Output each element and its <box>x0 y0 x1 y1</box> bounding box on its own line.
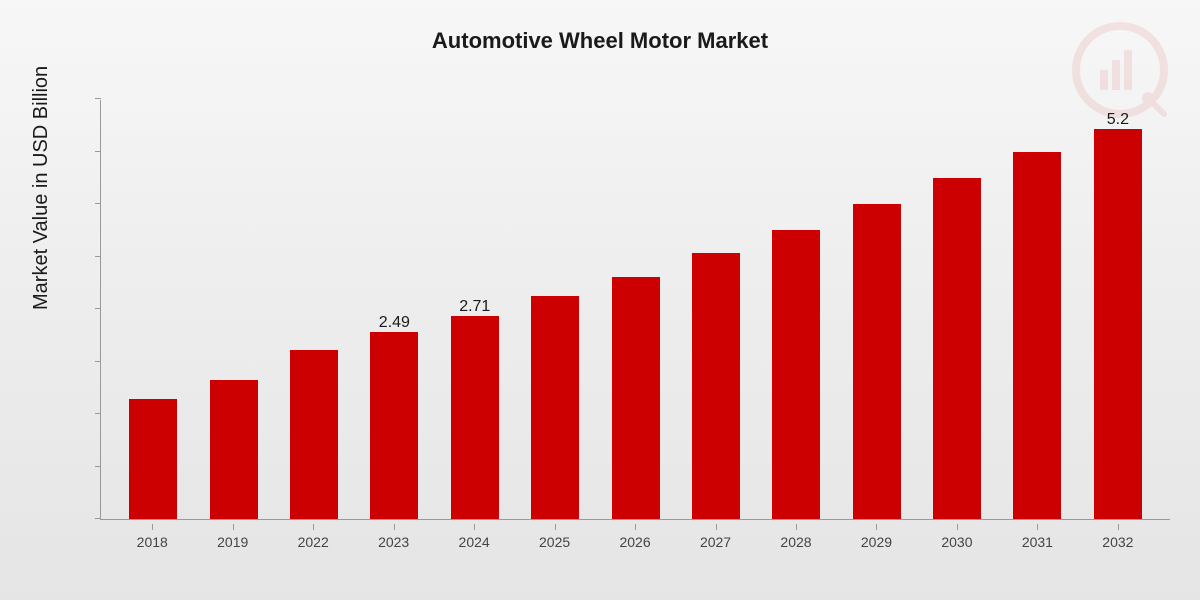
bar-slot: 5.2 <box>1078 129 1158 519</box>
bar-slot <box>274 350 354 519</box>
x-axis-label: 2027 <box>675 524 755 560</box>
x-axis-label: 2031 <box>997 524 1077 560</box>
x-labels: 2018201920222023202420252026202720282029… <box>100 524 1170 560</box>
chart-title: Automotive Wheel Motor Market <box>0 0 1200 54</box>
x-axis-label: 2029 <box>836 524 916 560</box>
bar-slot <box>515 296 595 519</box>
bar-slot <box>113 399 193 519</box>
x-axis-label: 2025 <box>514 524 594 560</box>
bar-slot <box>837 204 917 519</box>
bar <box>1094 129 1142 519</box>
bar-slot <box>917 178 997 519</box>
bar-value-label: 2.49 <box>354 314 434 332</box>
bar <box>692 253 740 519</box>
bar <box>370 332 418 519</box>
bar <box>531 296 579 519</box>
bar-slot <box>595 277 675 519</box>
bar-slot <box>676 253 756 519</box>
bar <box>129 399 177 519</box>
x-axis-label: 2030 <box>917 524 997 560</box>
bar <box>853 204 901 519</box>
bars-container: 2.492.71 5.2 <box>101 100 1170 519</box>
x-axis-label: 2019 <box>192 524 272 560</box>
bar <box>933 178 981 519</box>
chart-area: 2.492.71 5.2 2018201920222023202420252026… <box>80 100 1170 560</box>
bar-slot <box>193 380 273 519</box>
bar-value-label: 5.2 <box>1078 111 1158 129</box>
x-axis-label: 2018 <box>112 524 192 560</box>
x-axis-label: 2024 <box>434 524 514 560</box>
bar <box>1013 152 1061 520</box>
bar-slot <box>997 152 1077 520</box>
x-axis-label: 2032 <box>1078 524 1158 560</box>
bar-slot <box>756 230 836 519</box>
bar <box>290 350 338 519</box>
bar <box>772 230 820 519</box>
bar <box>612 277 660 519</box>
x-axis-label: 2022 <box>273 524 353 560</box>
x-axis-label: 2026 <box>595 524 675 560</box>
x-axis-label: 2028 <box>756 524 836 560</box>
bar-slot: 2.49 <box>354 332 434 519</box>
y-tick <box>95 98 101 99</box>
bar-value-label: 2.71 <box>435 298 515 316</box>
bar <box>451 316 499 519</box>
y-axis-label: Market Value in USD Billion <box>30 66 53 310</box>
x-axis-label: 2023 <box>353 524 433 560</box>
bar <box>210 380 258 519</box>
bar-slot: 2.71 <box>435 316 515 519</box>
plot-area: 2.492.71 5.2 <box>100 100 1170 520</box>
